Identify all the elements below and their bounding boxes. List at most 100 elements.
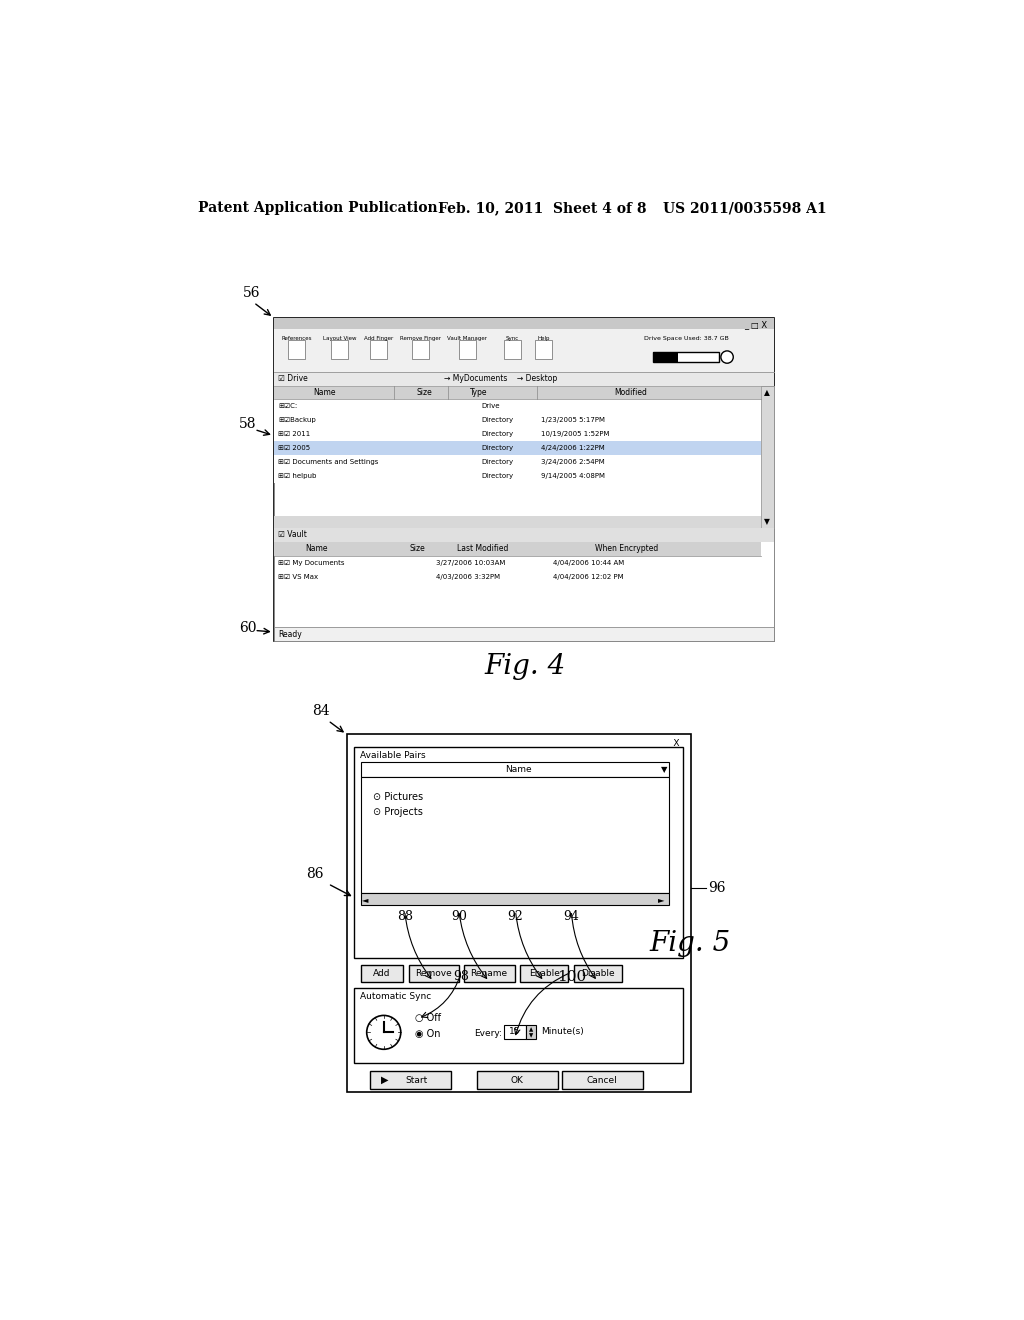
Text: 10/19/2005 1:52PM: 10/19/2005 1:52PM xyxy=(541,432,609,437)
Bar xyxy=(273,627,773,642)
Text: Automatic Sync: Automatic Sync xyxy=(360,991,432,1001)
Text: Remove Finger: Remove Finger xyxy=(400,337,441,341)
Bar xyxy=(360,965,403,982)
Text: 56: 56 xyxy=(243,286,260,300)
Bar xyxy=(273,441,761,455)
Text: Patent Application Publication: Patent Application Publication xyxy=(198,202,437,215)
Bar xyxy=(520,965,568,982)
Text: 1/23/2005 5:17PM: 1/23/2005 5:17PM xyxy=(541,417,605,424)
Bar xyxy=(360,892,669,904)
Text: Type: Type xyxy=(470,388,487,397)
Text: References: References xyxy=(282,337,312,341)
Text: 96: 96 xyxy=(708,882,725,895)
Bar xyxy=(535,341,552,359)
Text: ⊞☑C:: ⊞☑C: xyxy=(279,404,298,409)
Text: 4/04/2006 12:02 PM: 4/04/2006 12:02 PM xyxy=(553,573,624,579)
Text: ⊞☑ 2011: ⊞☑ 2011 xyxy=(279,432,310,437)
Text: Fig. 4: Fig. 4 xyxy=(484,653,565,680)
Text: ☑ Drive: ☑ Drive xyxy=(279,374,308,383)
Bar xyxy=(273,372,773,385)
Text: 15: 15 xyxy=(509,1027,520,1036)
Bar xyxy=(273,516,761,528)
Text: Size: Size xyxy=(410,544,425,553)
Bar xyxy=(360,777,669,892)
Bar xyxy=(273,541,761,556)
Text: Disable: Disable xyxy=(581,969,614,978)
Text: Directory: Directory xyxy=(481,445,513,451)
Bar xyxy=(273,385,773,528)
Text: ⊞☑Backup: ⊞☑Backup xyxy=(279,417,316,424)
Text: Enable: Enable xyxy=(528,969,559,978)
Text: ▼: ▼ xyxy=(662,766,668,775)
Text: Last Modified: Last Modified xyxy=(458,544,509,553)
Text: 60: 60 xyxy=(239,622,256,635)
Text: 3/27/2006 10:03AM: 3/27/2006 10:03AM xyxy=(436,560,506,566)
Text: Start: Start xyxy=(406,1076,427,1085)
Text: 4/03/2006 3:32PM: 4/03/2006 3:32PM xyxy=(436,573,501,579)
Text: 90: 90 xyxy=(451,909,467,923)
Bar xyxy=(273,428,761,441)
Text: ◉ On: ◉ On xyxy=(415,1028,440,1039)
Circle shape xyxy=(721,351,733,363)
Circle shape xyxy=(367,1015,400,1049)
Text: Directory: Directory xyxy=(481,473,513,479)
Text: When Encrypted: When Encrypted xyxy=(595,544,658,553)
Text: ⊞☑ helpub: ⊞☑ helpub xyxy=(279,473,316,479)
Text: Vault Manager: Vault Manager xyxy=(447,337,487,341)
Bar xyxy=(504,341,521,359)
Bar xyxy=(360,762,669,777)
Text: Drive: Drive xyxy=(481,404,500,409)
Text: ▶: ▶ xyxy=(381,1074,389,1085)
Bar xyxy=(477,1071,558,1089)
Text: ○ Off: ○ Off xyxy=(415,1014,440,1023)
Text: Name: Name xyxy=(305,544,328,553)
Text: Rename: Rename xyxy=(471,969,508,978)
Bar xyxy=(273,413,761,428)
Text: 100: 100 xyxy=(557,970,586,983)
Text: ⊞☑ Documents and Settings: ⊞☑ Documents and Settings xyxy=(279,459,379,465)
Text: 92: 92 xyxy=(508,909,523,923)
Text: 3/24/2006 2:54PM: 3/24/2006 2:54PM xyxy=(541,459,605,465)
Text: Cancel: Cancel xyxy=(587,1076,617,1085)
Text: ⊙ Projects: ⊙ Projects xyxy=(373,807,423,817)
Bar xyxy=(761,385,773,528)
Text: ⊙ Pictures: ⊙ Pictures xyxy=(373,792,423,801)
Text: Modified: Modified xyxy=(613,388,646,397)
Text: Sync: Sync xyxy=(506,337,519,341)
Text: ⊞☑ VS Max: ⊞☑ VS Max xyxy=(279,573,318,579)
Text: 98: 98 xyxy=(454,970,469,983)
Bar xyxy=(346,734,690,1093)
Bar xyxy=(409,965,459,982)
Text: 84: 84 xyxy=(312,705,330,718)
Bar xyxy=(273,455,761,469)
Bar xyxy=(504,1024,525,1039)
Text: Layout View: Layout View xyxy=(323,337,356,341)
Text: Help: Help xyxy=(538,337,550,341)
Text: Ready: Ready xyxy=(279,630,302,639)
Bar xyxy=(273,400,761,413)
Text: 94: 94 xyxy=(563,909,580,923)
Text: Fig. 5: Fig. 5 xyxy=(649,931,730,957)
Text: 88: 88 xyxy=(396,909,413,923)
Text: Remove: Remove xyxy=(415,969,452,978)
Bar xyxy=(273,469,761,483)
Text: ▼: ▼ xyxy=(528,1034,534,1039)
Text: Name: Name xyxy=(312,388,335,397)
Bar xyxy=(273,528,773,627)
Bar xyxy=(459,341,476,359)
Text: Add: Add xyxy=(373,969,390,978)
Bar xyxy=(525,1024,537,1039)
Text: ►: ► xyxy=(658,895,665,904)
Text: Drive Space Used: 38.7 GB: Drive Space Used: 38.7 GB xyxy=(644,337,728,341)
Text: Minute(s): Minute(s) xyxy=(541,1027,584,1036)
Text: ☑ Vault: ☑ Vault xyxy=(279,531,307,540)
Text: Directory: Directory xyxy=(481,459,513,465)
Bar xyxy=(331,341,348,359)
Text: OK: OK xyxy=(511,1076,523,1085)
Text: Size: Size xyxy=(417,388,433,397)
Text: Available Pairs: Available Pairs xyxy=(360,751,426,759)
Text: ◄: ◄ xyxy=(362,895,369,904)
Text: US 2011/0035598 A1: US 2011/0035598 A1 xyxy=(663,202,826,215)
Text: → MyDocuments    → Desktop: → MyDocuments → Desktop xyxy=(444,374,557,383)
Text: Add Finger: Add Finger xyxy=(364,337,393,341)
